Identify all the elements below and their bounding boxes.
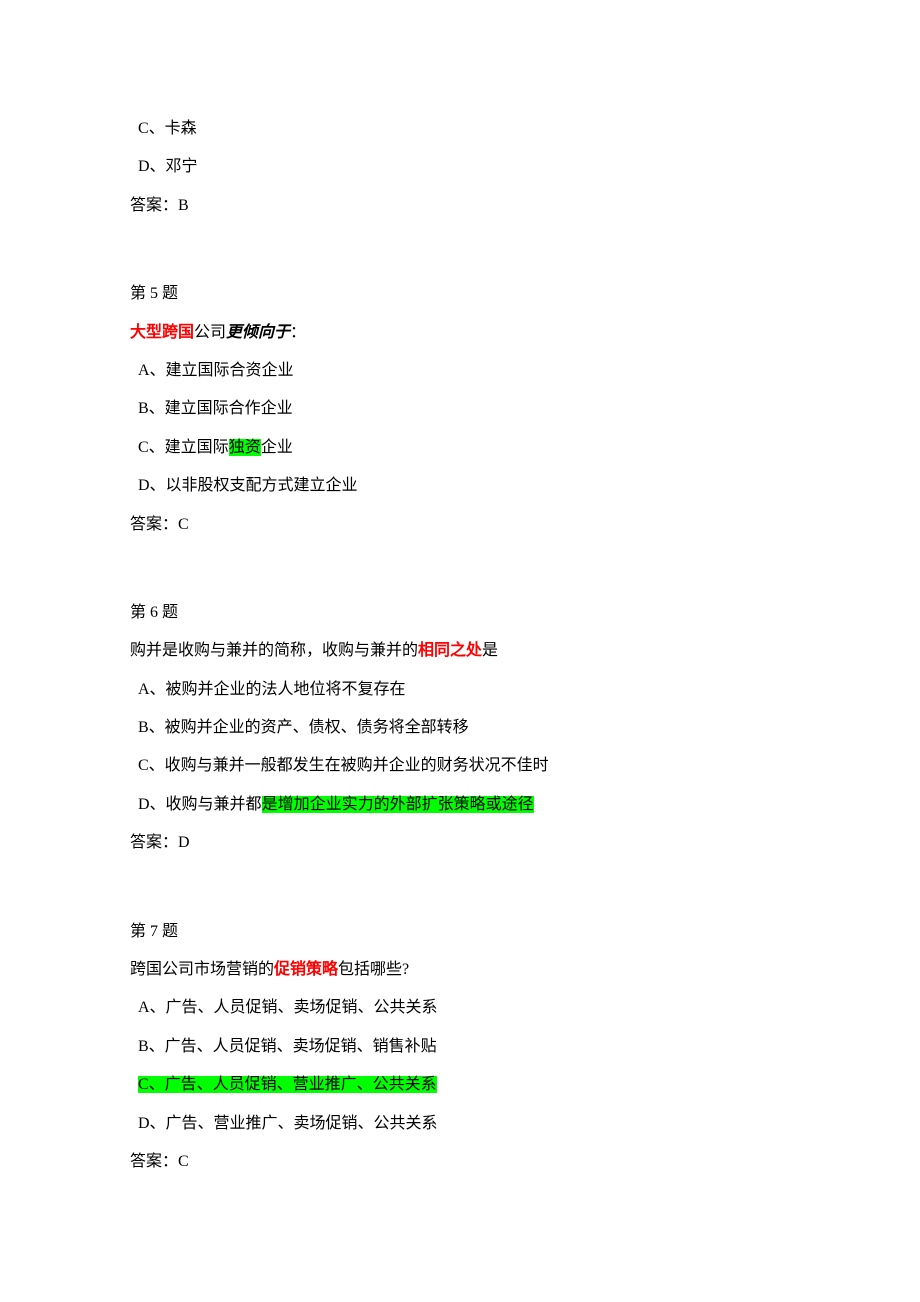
stem-red: 大型跨国 — [130, 324, 194, 341]
answer-line: 答案：B — [130, 187, 790, 225]
option-b: B、建立国际合作企业 — [130, 390, 790, 428]
stem-part: 公司 — [194, 324, 226, 341]
highlight: 独资 — [229, 439, 261, 456]
option-d: D、收购与兼并都是增加企业实力的外部扩张策略或途径 — [130, 786, 790, 824]
answer-line: 答案：C — [130, 506, 790, 544]
option-part: C、建立国际 — [138, 439, 229, 456]
question-fragment-top: C、卡森 D、邓宁 答案：B — [130, 110, 790, 225]
question-title: 第 7 题 — [130, 913, 790, 951]
question-7: 第 7 题 跨国公司市场营销的促销策略包括哪些? A、广告、人员促销、卖场促销、… — [130, 913, 790, 1182]
option-d: D、广告、营业推广、卖场促销、公共关系 — [130, 1105, 790, 1143]
option-d: D、邓宁 — [130, 148, 790, 186]
option-a: A、广告、人员促销、卖场促销、公共关系 — [130, 989, 790, 1027]
option-b: B、广告、人员促销、卖场促销、销售补贴 — [130, 1028, 790, 1066]
option-a: A、建立国际合资企业 — [130, 352, 790, 390]
stem-red: 相同之处 — [418, 642, 482, 659]
option-part: 企业 — [261, 439, 293, 456]
option-c: C、建立国际独资企业 — [130, 429, 790, 467]
stem-red: 促销策略 — [274, 961, 338, 978]
question-stem: 购并是收购与兼并的简称，收购与兼并的相同之处是 — [130, 632, 790, 670]
option-c: C、广告、人员促销、营业推广、公共关系 — [130, 1066, 790, 1104]
highlight: C、广告、人员促销、营业推广、公共关系 — [138, 1076, 437, 1093]
highlight: 是增加企业实力的外部扩张策略或途径 — [262, 796, 534, 813]
question-stem: 大型跨国公司更倾向于： — [130, 314, 790, 352]
option-part: D、收购与兼并都 — [138, 796, 262, 813]
question-6: 第 6 题 购并是收购与兼并的简称，收购与兼并的相同之处是 A、被购并企业的法人… — [130, 594, 790, 863]
option-b: B、被购并企业的资产、债权、债务将全部转移 — [130, 709, 790, 747]
option-d: D、以非股权支配方式建立企业 — [130, 467, 790, 505]
question-title: 第 6 题 — [130, 594, 790, 632]
option-c: C、卡森 — [130, 110, 790, 148]
question-stem: 跨国公司市场营销的促销策略包括哪些? — [130, 951, 790, 989]
answer-line: 答案：D — [130, 824, 790, 862]
question-title: 第 5 题 — [130, 275, 790, 313]
stem-italic: 更倾向于 — [226, 324, 290, 341]
answer-line: 答案：C — [130, 1143, 790, 1181]
document-page: C、卡森 D、邓宁 答案：B 第 5 题 大型跨国公司更倾向于： A、建立国际合… — [0, 0, 920, 1281]
stem-part: 购并是收购与兼并的简称，收购与兼并的 — [130, 642, 418, 659]
option-c: C、收购与兼并一般都发生在被购并企业的财务状况不佳时 — [130, 747, 790, 785]
option-a: A、被购并企业的法人地位将不复存在 — [130, 671, 790, 709]
stem-part: 跨国公司市场营销的 — [130, 961, 274, 978]
stem-part: 包括哪些? — [338, 961, 409, 978]
stem-part: 是 — [482, 642, 498, 659]
stem-part: ： — [290, 324, 306, 341]
question-5: 第 5 题 大型跨国公司更倾向于： A、建立国际合资企业 B、建立国际合作企业 … — [130, 275, 790, 544]
